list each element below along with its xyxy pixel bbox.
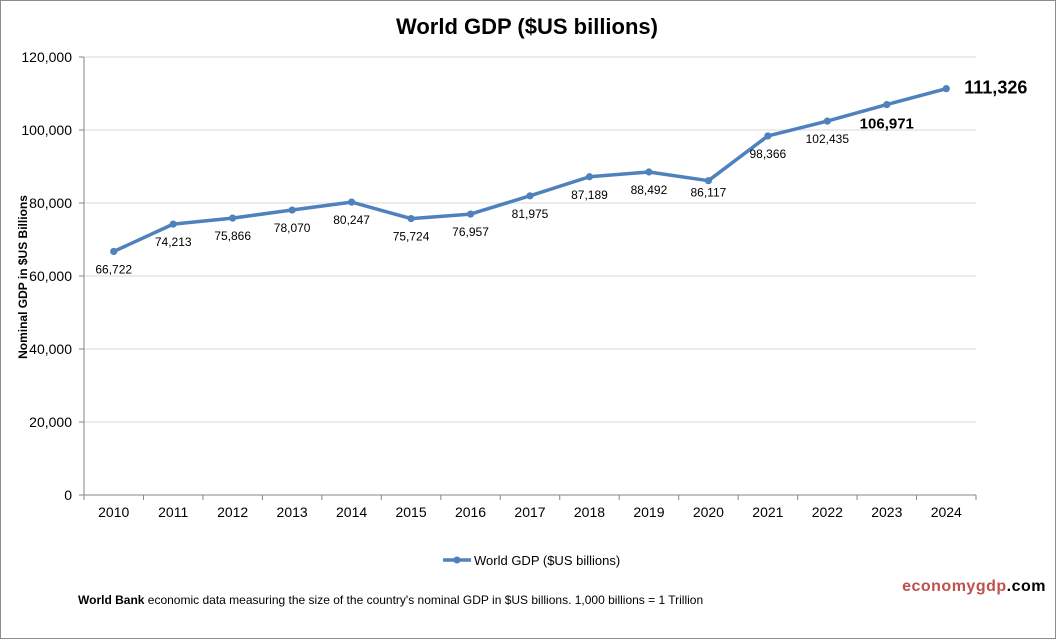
legend: World GDP ($US billions) <box>443 553 620 568</box>
x-tick-label: 2019 <box>633 504 664 520</box>
gridlines <box>84 56 976 423</box>
data-label: 78,070 <box>274 221 311 235</box>
data-point <box>526 192 534 200</box>
legend-label: World GDP ($US billions) <box>474 553 620 568</box>
x-tick-label: 2018 <box>574 504 605 520</box>
data-point <box>169 220 177 228</box>
brand-part-domain: .com <box>1006 578 1046 595</box>
data-point <box>645 168 653 176</box>
data-point <box>288 206 296 214</box>
data-label: 111,326 <box>964 78 1027 98</box>
x-tick-label: 2022 <box>812 504 843 520</box>
data-label: 66,722 <box>95 262 132 276</box>
x-tick-label: 2024 <box>931 504 962 520</box>
x-tick-label: 2021 <box>752 504 783 520</box>
y-tick-label: 100,000 <box>21 122 72 138</box>
data-point <box>883 100 891 109</box>
x-tick-label: 2015 <box>395 504 426 520</box>
data-point <box>764 132 772 140</box>
y-tick-label: 120,000 <box>21 49 72 65</box>
x-tick-label: 2020 <box>693 504 724 520</box>
x-tick-label: 2013 <box>277 504 308 520</box>
data-label: 75,724 <box>393 230 430 244</box>
data-point <box>229 214 237 222</box>
data-label: 88,492 <box>631 183 668 197</box>
y-tick-label: 0 <box>64 487 72 503</box>
series-line <box>111 86 949 254</box>
x-tick-label: 2017 <box>514 504 545 520</box>
x-tick-label: 2023 <box>871 504 902 520</box>
data-label: 87,189 <box>571 188 608 202</box>
data-label: 75,866 <box>214 229 251 243</box>
y-tick-label: 20,000 <box>29 414 72 430</box>
y-tick-label: 60,000 <box>29 268 72 284</box>
data-label: 74,213 <box>155 235 192 249</box>
footer-note: World Bank economic data measuring the s… <box>78 593 703 607</box>
x-tick-label: 2010 <box>98 504 129 520</box>
x-tick-label: 2014 <box>336 504 367 520</box>
axes: 0 20,000 40,000 60,000 80,000 100,000 120,000 2… <box>21 49 977 520</box>
data-label: 76,957 <box>452 225 489 239</box>
footer-source-bold: World Bank <box>78 593 145 607</box>
x-tick-label: 2011 <box>158 504 188 520</box>
legend-marker-swatch <box>453 556 461 564</box>
data-point <box>407 215 415 223</box>
data-point <box>823 117 831 125</box>
y-tick-label: 40,000 <box>29 341 72 357</box>
y-tick-label: 80,000 <box>29 195 72 211</box>
data-point <box>704 177 713 185</box>
footer-source-text: economic data measuring the size of the … <box>144 593 704 607</box>
data-label: 81,975 <box>512 207 549 221</box>
brand-part-gdp: gdp <box>975 578 1007 595</box>
x-tick-label: 2016 <box>455 504 486 520</box>
data-point <box>110 247 118 256</box>
y-axis-label: Nominal GDP in $US Billions <box>16 195 30 359</box>
brand-logo[interactable]: economygdp.com <box>902 578 1046 596</box>
brand-part-economy: economy <box>902 578 976 595</box>
data-label: 80,247 <box>333 213 370 227</box>
data-point <box>585 173 594 181</box>
data-label: 98,366 <box>750 147 787 161</box>
series-world-gdp: 66,722 74,213 75,866 78,070 80,247 75,724 76,9… <box>95 78 1027 277</box>
data-label: 102,435 <box>806 132 850 146</box>
data-point <box>942 85 950 93</box>
data-point <box>348 198 356 206</box>
x-tick-label: 2012 <box>217 504 248 520</box>
data-label: 106,971 <box>860 116 914 133</box>
chart-title: World GDP ($US billions) <box>396 14 658 39</box>
data-point <box>466 210 475 218</box>
data-label: 86,117 <box>690 186 726 200</box>
